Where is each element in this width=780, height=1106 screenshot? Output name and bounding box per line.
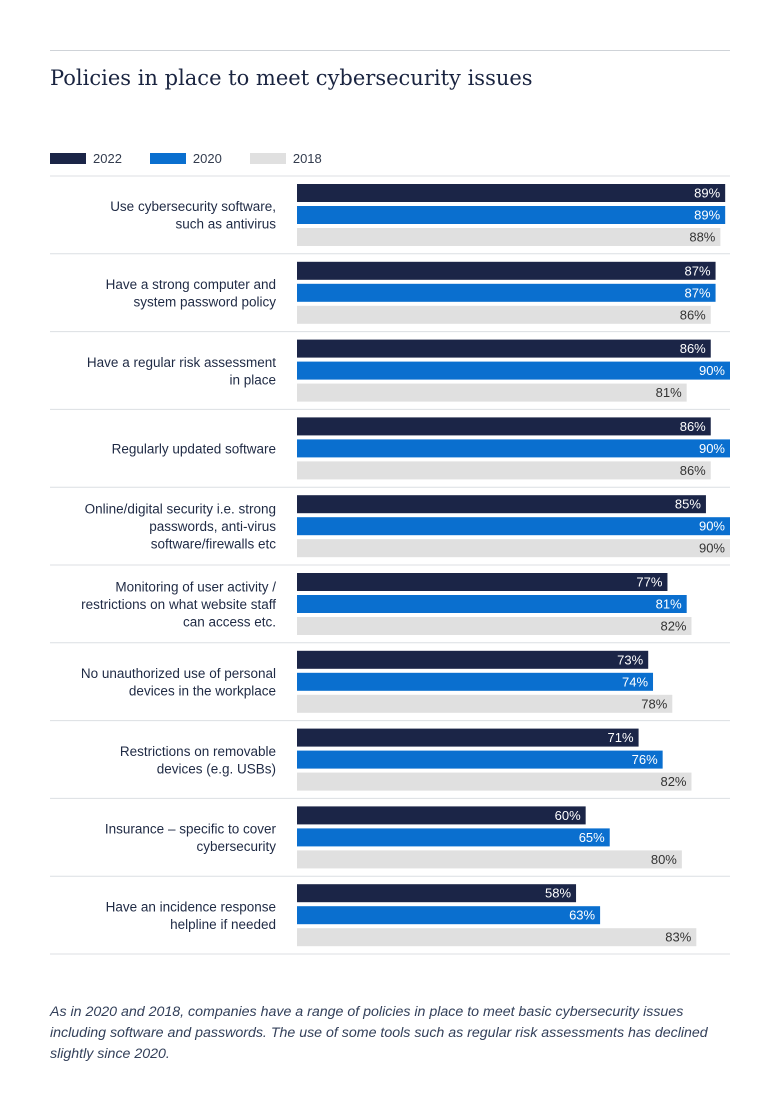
data-label-2022: 77%: [636, 575, 662, 590]
data-label-2020: 87%: [685, 285, 711, 300]
data-label-2020: 63%: [569, 908, 595, 923]
category-label: No unauthorized use of personal: [81, 666, 276, 681]
data-label-2020: 76%: [632, 752, 658, 767]
bar-2020: [297, 439, 730, 458]
category-label: devices (e.g. USBs): [157, 761, 276, 776]
bar-2020: [297, 206, 726, 224]
data-label-2022: 73%: [617, 652, 643, 667]
top-divider: [50, 50, 730, 51]
data-label-2020: 81%: [656, 597, 682, 612]
category-label: such as antivirus: [175, 217, 276, 232]
category-label: passwords, anti-virus: [149, 519, 276, 534]
category-label: Have a regular risk assessment: [87, 355, 276, 370]
bar-2018: [297, 305, 711, 324]
data-label-2020: 90%: [699, 441, 725, 456]
bar-2018: [297, 850, 682, 869]
legend-swatch-2022: [50, 152, 86, 164]
bar-2018: [297, 461, 711, 480]
data-label-2018: 88%: [689, 230, 715, 245]
data-label-2022: 85%: [675, 497, 701, 512]
bar-2022: [297, 495, 706, 514]
data-label-2022: 87%: [685, 263, 711, 278]
data-label-2020: 90%: [699, 363, 725, 378]
legend-item-2022: 2022: [50, 151, 122, 166]
category-label: Regularly updated software: [112, 441, 276, 456]
bar-2018: [297, 228, 721, 246]
bar-2022: [297, 261, 716, 280]
data-label-2020: 89%: [694, 208, 720, 223]
bar-2020: [297, 283, 716, 302]
bar-2022: [297, 184, 726, 202]
category-label: restrictions on what website staff: [81, 597, 276, 612]
category-label: Insurance – specific to cover: [105, 822, 277, 837]
category-label: system password policy: [133, 294, 276, 309]
bar-2020: [297, 361, 730, 380]
category-label: cybersecurity: [196, 839, 276, 854]
data-label-2018: 83%: [665, 930, 691, 945]
footnote: As in 2020 and 2018, companies have a ra…: [50, 1004, 708, 1062]
bar-2020: [297, 595, 687, 613]
category-label: Monitoring of user activity /: [115, 579, 276, 594]
data-label-2018: 80%: [651, 852, 677, 867]
data-label-2020: 74%: [622, 674, 648, 689]
category-label: Have an incidence response: [106, 899, 276, 914]
bar-2018: [297, 617, 692, 635]
bar-2022: [297, 650, 649, 669]
data-label-2018: 86%: [680, 463, 706, 478]
legend-label-2022: 2022: [93, 150, 122, 166]
data-label-2018: 82%: [660, 619, 686, 634]
data-label-2018: 90%: [699, 541, 725, 556]
category-label: helpline if needed: [170, 917, 276, 932]
bar-2018: [297, 694, 673, 713]
legend-label-2018: 2018: [292, 150, 322, 166]
bar-2020: [297, 750, 663, 769]
legend-item-2018: 2018: [249, 150, 322, 166]
bar-2022: [297, 884, 577, 903]
data-label-2022: 86%: [680, 341, 706, 356]
bar-2020: [297, 672, 654, 691]
data-label-2022: 60%: [555, 808, 581, 823]
category-label: Online/digital security i.e. strong: [85, 502, 276, 517]
data-label-2018: 81%: [656, 385, 682, 400]
data-label-2018: 78%: [641, 696, 667, 711]
category-label: software/firewalls etc: [151, 537, 277, 552]
category-label: Use cybersecurity software,: [110, 199, 276, 214]
category-label: devices in the workplace: [129, 683, 276, 698]
category-label: Restrictions on removable: [120, 744, 276, 759]
bar-2022: [297, 573, 668, 591]
bar-2018: [297, 928, 697, 947]
legend-swatch-2020: [149, 152, 186, 164]
data-label-2022: 71%: [608, 730, 634, 745]
bar-2018: [297, 539, 730, 558]
data-label-2022: 58%: [545, 886, 571, 901]
data-label-2018: 82%: [660, 774, 686, 789]
bar-2020: [297, 517, 730, 536]
data-label-2020: 90%: [699, 519, 725, 534]
data-label-2018: 86%: [680, 307, 706, 322]
data-label-2022: 86%: [680, 419, 706, 434]
category-label: Have a strong computer and: [106, 277, 276, 292]
bar-2020: [297, 906, 601, 925]
bar-2020: [297, 828, 610, 847]
legend-swatch-2018: [249, 152, 286, 164]
chart-title: Policies in place to meet cybersecurity …: [50, 66, 533, 90]
bar-2018: [297, 383, 687, 402]
category-label: in place: [229, 372, 276, 387]
legend-item-2020: 2020: [149, 150, 222, 166]
data-label-2020: 65%: [579, 830, 605, 845]
category-label: can access etc.: [183, 614, 276, 629]
bar-2018: [297, 772, 692, 791]
bar-2022: [297, 806, 586, 825]
data-label-2022: 89%: [694, 186, 720, 201]
bar-2022: [297, 417, 711, 436]
bar-2022: [297, 339, 711, 358]
legend-label-2020: 2020: [192, 150, 222, 166]
bar-2022: [297, 728, 639, 747]
legend: 2022 2020 2018: [50, 150, 350, 166]
